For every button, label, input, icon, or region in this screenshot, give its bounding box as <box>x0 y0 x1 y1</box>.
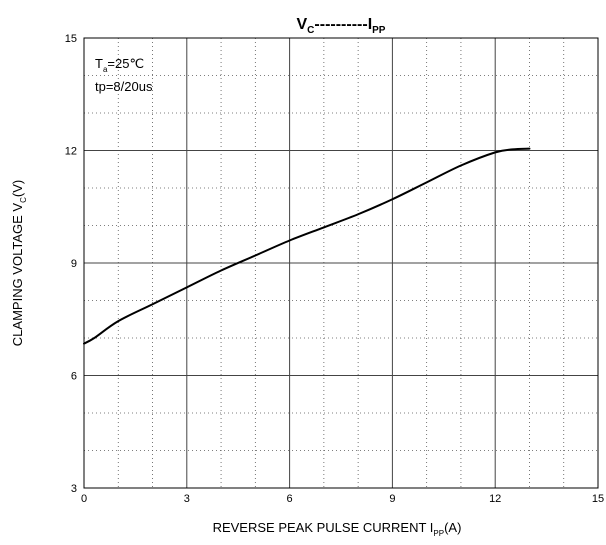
x-tick-label: 6 <box>287 493 293 505</box>
series-layer <box>83 147 531 345</box>
y-axis-label: CLAMPING VOLTAGE VC(V) <box>10 180 28 346</box>
title-dashes: ---------- <box>314 16 367 33</box>
x-axis-label-sub: PP <box>433 529 444 538</box>
x-axis-label-main: REVERSE PEAK PULSE CURRENT I <box>213 520 434 535</box>
plot-frame <box>83 37 599 489</box>
temp-value: =25℃ <box>107 56 144 71</box>
y-tick-label: 9 <box>71 258 77 270</box>
x-tick-label: 12 <box>489 493 501 505</box>
x-tick-label: 9 <box>389 493 395 505</box>
y-axis-label-sub: C <box>19 197 28 203</box>
y-tick-label: 6 <box>71 371 77 383</box>
series-line-0 <box>83 147 531 345</box>
grid-lines <box>84 38 598 488</box>
temp-sub: a <box>103 65 108 74</box>
y-tick-label: 12 <box>65 146 77 158</box>
y-axis-label-unit: (V) <box>10 180 25 197</box>
x-tick-label: 15 <box>592 493 604 505</box>
y-tick-label: 3 <box>71 483 77 495</box>
title-v: V <box>297 16 308 33</box>
x-tick-label: 3 <box>184 493 190 505</box>
x-tick-label: 0 <box>81 493 87 505</box>
x-axis-label-unit: (A) <box>444 520 461 535</box>
x-axis-label: REVERSE PEAK PULSE CURRENT IPP(A) <box>213 520 462 538</box>
y-axis-label-main: CLAMPING VOLTAGE V <box>10 203 25 347</box>
title-v-sub: C <box>307 25 314 36</box>
temperature-annotation: Ta=25℃ <box>95 56 144 74</box>
chart-title: VC----------IPP <box>297 16 386 36</box>
title-i: I <box>368 16 372 33</box>
temp-main: T <box>95 56 103 71</box>
y-tick-label: 15 <box>65 33 77 45</box>
title-i-sub: PP <box>372 25 386 36</box>
pulse-annotation: tp=8/20us <box>95 79 153 94</box>
